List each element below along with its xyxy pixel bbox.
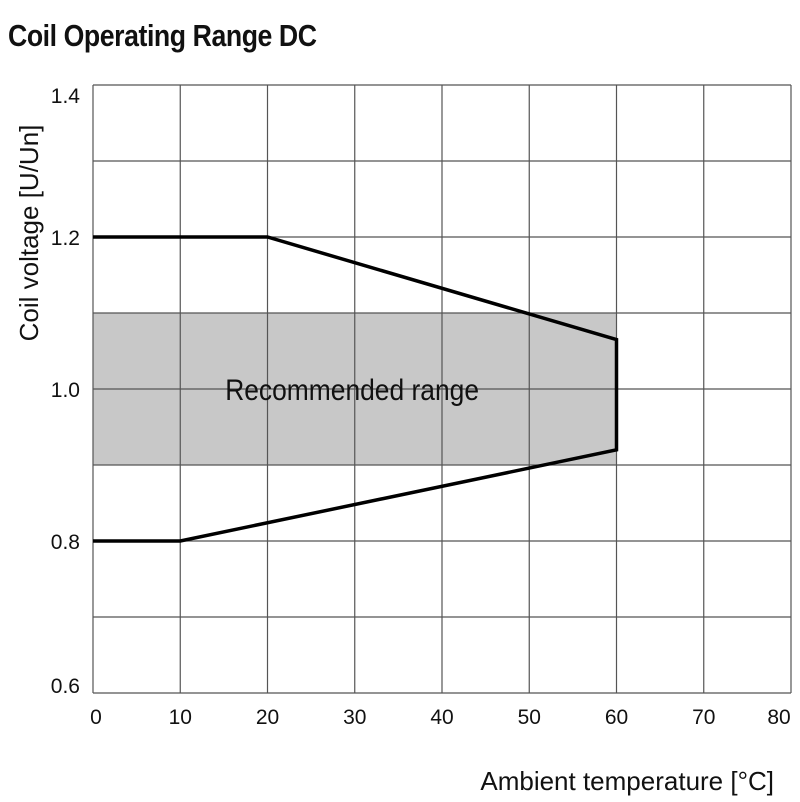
operating-range-line xyxy=(93,235,619,543)
y-axis-label: Coil voltage [U/Un] xyxy=(14,125,44,342)
chart-title: Coil Operating Range DC xyxy=(8,18,317,53)
y-tick-label: 1.4 xyxy=(51,85,81,108)
x-axis-label: Ambient temperature [°C] xyxy=(480,766,774,796)
band-label: Recommended range xyxy=(225,372,479,406)
x-tick-label: 0 xyxy=(90,706,102,729)
x-tick-label: 40 xyxy=(430,706,453,729)
x-tick-label: 50 xyxy=(518,706,541,729)
y-tick-label: 0.6 xyxy=(51,675,80,698)
x-tick-label: 80 xyxy=(767,706,790,729)
x-tick-label: 70 xyxy=(692,706,715,729)
y-tick-labels: 0.6 0.8 1.0 1.2 1.4 xyxy=(51,85,81,698)
y-tick-label: 1.0 xyxy=(51,379,80,402)
y-tick-label: 1.2 xyxy=(51,227,80,250)
x-tick-label: 10 xyxy=(169,706,192,729)
x-tick-labels: 0 10 20 30 40 50 60 70 80 xyxy=(90,706,791,729)
x-tick-label: 60 xyxy=(605,706,628,729)
y-tick-label: 0.8 xyxy=(51,531,80,554)
x-tick-label: 30 xyxy=(343,706,366,729)
x-tick-label: 20 xyxy=(256,706,279,729)
